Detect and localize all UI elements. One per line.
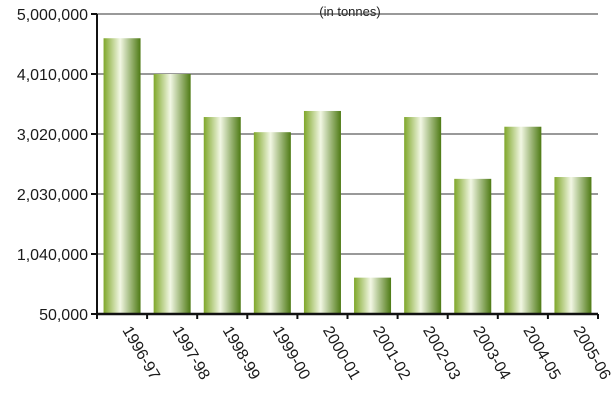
- y-tick-labels: 50,000 1,040,000 2,030,000 3,020,000 4,010,0…: [17, 7, 88, 324]
- bar: [454, 178, 492, 314]
- chart-subtitle: (in tonnes): [319, 4, 380, 19]
- bar: [203, 117, 241, 314]
- y-tick-label: 4,010,000: [17, 67, 88, 84]
- bars: [103, 38, 592, 315]
- bar: [153, 74, 191, 314]
- x-tick-label: 2003-04: [469, 324, 513, 383]
- y-tick-label: 5,000,000: [17, 7, 88, 24]
- x-tick-label: 1998-99: [219, 324, 263, 383]
- x-tick-label: 2004-05: [519, 324, 563, 383]
- y-tick-label: 50,000: [39, 307, 88, 324]
- y-tick-label: 3,020,000: [17, 127, 88, 144]
- x-tick-label: 2002-03: [419, 324, 463, 383]
- bar: [404, 117, 442, 314]
- x-tick-labels: 1996-97 1997-98 1998-99 1999-00 2000-01 2001-…: [119, 324, 614, 383]
- bar: [504, 126, 542, 315]
- x-tick-label: 2001-02: [369, 324, 413, 383]
- bar: [253, 132, 291, 314]
- x-tick-label: 1999-00: [269, 324, 313, 383]
- axes: [91, 13, 599, 319]
- bar: [554, 177, 592, 314]
- y-tick-label: 1,040,000: [17, 247, 88, 264]
- bar: [103, 38, 141, 314]
- x-tick-label: 1997-98: [169, 324, 213, 383]
- bar: [303, 110, 341, 314]
- bar: [354, 277, 392, 314]
- y-tick-label: 2,030,000: [17, 187, 88, 204]
- x-tick-label: 2005-06: [569, 324, 613, 383]
- x-tick-label: 1996-97: [119, 324, 163, 383]
- x-tick-label: 2000-01: [319, 324, 363, 383]
